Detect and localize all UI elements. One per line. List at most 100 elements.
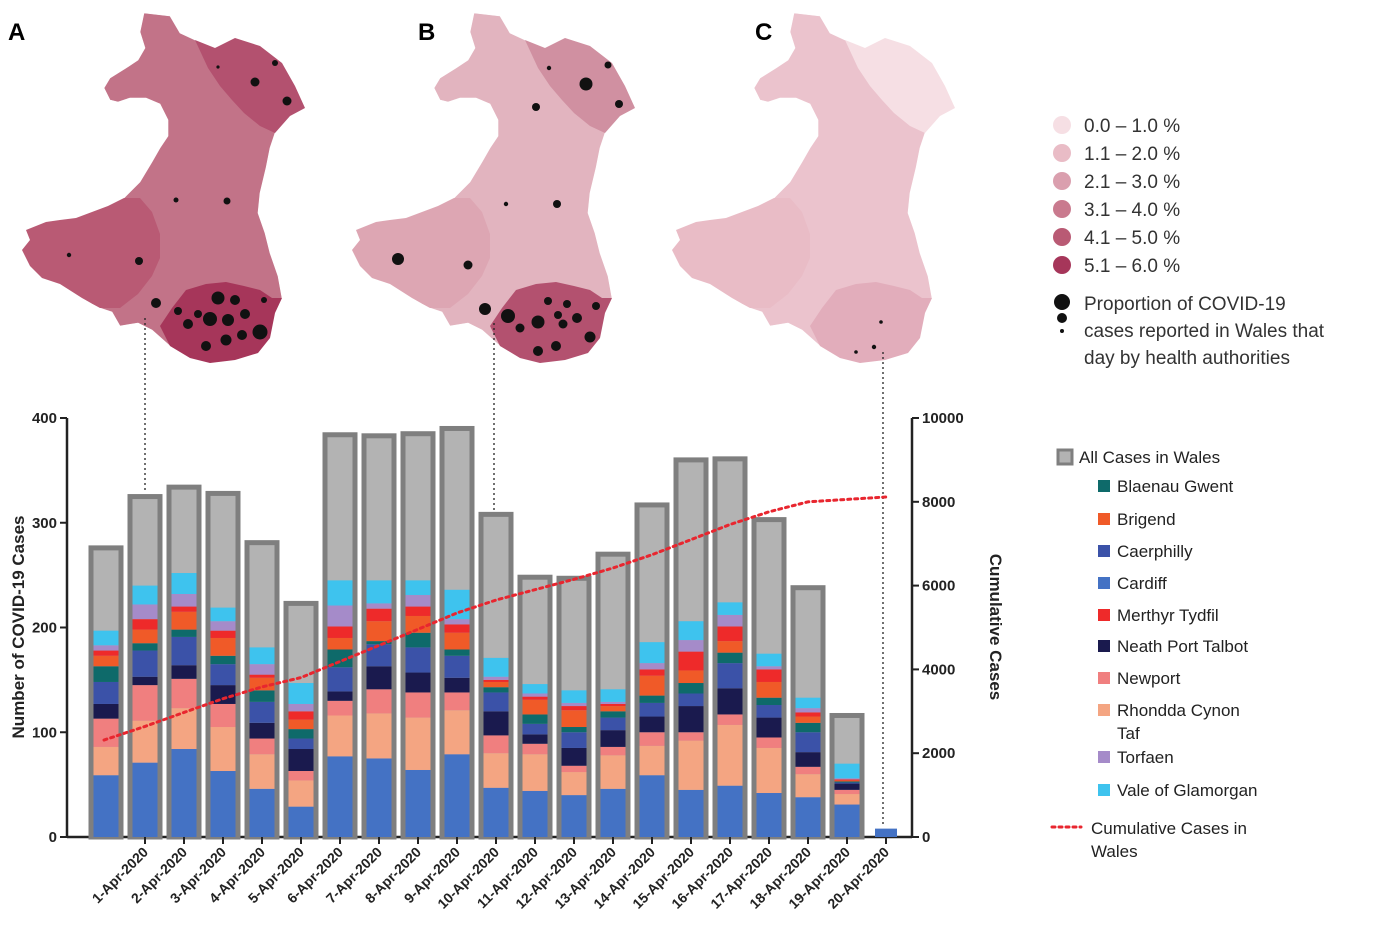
map-panel-a: A — [8, 12, 306, 364]
stack-segment — [249, 647, 275, 665]
stack-segment — [93, 718, 119, 747]
stack-segment — [639, 732, 665, 746]
legend-swatch — [1098, 609, 1110, 621]
legend-label: Torfaen — [1117, 748, 1174, 767]
legend-label-all-cases: All Cases in Wales — [1079, 448, 1220, 467]
stack-segment — [366, 603, 392, 609]
stack-segment — [561, 732, 587, 748]
stack-segment — [405, 672, 431, 693]
stack-segment — [795, 752, 821, 767]
stack-segment — [444, 677, 470, 693]
stack-segment — [171, 636, 197, 666]
stack-segment — [210, 771, 236, 837]
legend-label: Neath Port Talbot — [1117, 637, 1248, 656]
stack-segment — [132, 676, 158, 686]
stack-segment — [717, 714, 743, 725]
stack-segment — [522, 699, 548, 715]
map-panel-c: C — [671, 12, 956, 364]
legend-swatch — [1098, 704, 1110, 716]
legend-label: Blaenau Gwent — [1117, 477, 1234, 496]
stack-segment — [444, 632, 470, 650]
legend-label: Taf — [1117, 724, 1140, 743]
stack-segment — [561, 772, 587, 796]
stack-segment — [249, 690, 275, 702]
stack-segment — [366, 644, 392, 667]
case-dots-c — [854, 320, 883, 354]
stack-segment — [132, 619, 158, 630]
stack-segment — [405, 632, 431, 648]
stack-segment — [639, 675, 665, 696]
stack-segment — [249, 738, 275, 755]
stack-segment — [756, 793, 782, 837]
map-legend: 0.0 – 1.0 % 1.1 – 2.0 % 2.1 – 3.0 % 3.1 – 4… — [1053, 116, 1325, 369]
stack-segment — [327, 637, 353, 650]
stack-segment — [405, 769, 431, 837]
stack-segment — [366, 608, 392, 622]
stack-segment — [249, 664, 275, 675]
stack-segment — [132, 604, 158, 620]
stack-segment — [444, 649, 470, 656]
proportion-dot-medium — [1057, 313, 1067, 323]
panel-label-b: B — [418, 19, 435, 46]
stack-segment — [756, 747, 782, 794]
legend-label-cumulative: Cumulative Cases in — [1091, 819, 1247, 838]
stack-segment — [288, 719, 314, 730]
legend-label: Rhondda Cynon — [1117, 701, 1240, 720]
stack-segment — [327, 700, 353, 716]
stack-segment — [795, 716, 821, 723]
stack-segment — [522, 696, 548, 700]
map-legend-label: 3.1 – 4.0 % — [1084, 200, 1180, 221]
y-tick-label: 0 — [49, 829, 57, 846]
stack-segment — [132, 650, 158, 677]
legend-swatch — [1098, 577, 1110, 589]
stack-segment — [288, 683, 314, 704]
map-legend-label: 2.1 – 3.0 % — [1084, 172, 1180, 193]
stack-segment — [171, 573, 197, 594]
stack-segment — [834, 794, 860, 805]
legend-swatch — [1098, 640, 1110, 652]
stack-segment — [678, 651, 704, 671]
legend-swatch — [1098, 672, 1110, 684]
stack-segment — [93, 666, 119, 682]
stack-segment — [327, 691, 353, 701]
proportion-dot-small — [1060, 329, 1064, 333]
stack-segment — [483, 692, 509, 712]
stack-segment — [93, 630, 119, 646]
stack-segment — [639, 642, 665, 664]
proportion-label-line: day by health authorities — [1084, 348, 1290, 369]
stack-segment — [639, 695, 665, 703]
stack-segment — [600, 703, 626, 707]
stack-segment — [561, 765, 587, 773]
map-legend-label: 1.1 – 2.0 % — [1084, 144, 1180, 165]
y-tick-label: 300 — [32, 515, 57, 532]
stack-segment — [717, 641, 743, 653]
stack-segment — [444, 624, 470, 633]
stack-segment — [93, 655, 119, 667]
y2-tick-label: 6000 — [922, 578, 955, 595]
stack-segment — [405, 606, 431, 616]
stack-segment — [405, 595, 431, 607]
legend-swatch — [1098, 480, 1110, 492]
y-tick-label: 200 — [32, 620, 57, 637]
stack-segment — [717, 652, 743, 664]
stack-segment — [327, 649, 353, 668]
stack-segment — [522, 684, 548, 694]
map-legend-label: 0.0 – 1.0 % — [1084, 116, 1180, 137]
stack-segment — [483, 787, 509, 837]
legend-swatch — [1098, 784, 1110, 796]
stack-segment — [405, 692, 431, 718]
stack-segment — [132, 762, 158, 837]
stack-segment — [327, 605, 353, 627]
stack-segment — [366, 713, 392, 759]
stack-segment — [834, 763, 860, 779]
stack-segment — [210, 637, 236, 656]
stack-segment — [249, 788, 275, 837]
stack-segment — [132, 643, 158, 651]
y2-tick-label: 0 — [922, 829, 930, 846]
stack-segment — [795, 712, 821, 717]
stack-segment — [444, 754, 470, 837]
stack-segment — [249, 674, 275, 678]
stack-segment — [444, 619, 470, 625]
stack-segment — [171, 629, 197, 637]
stack-segment — [249, 754, 275, 789]
